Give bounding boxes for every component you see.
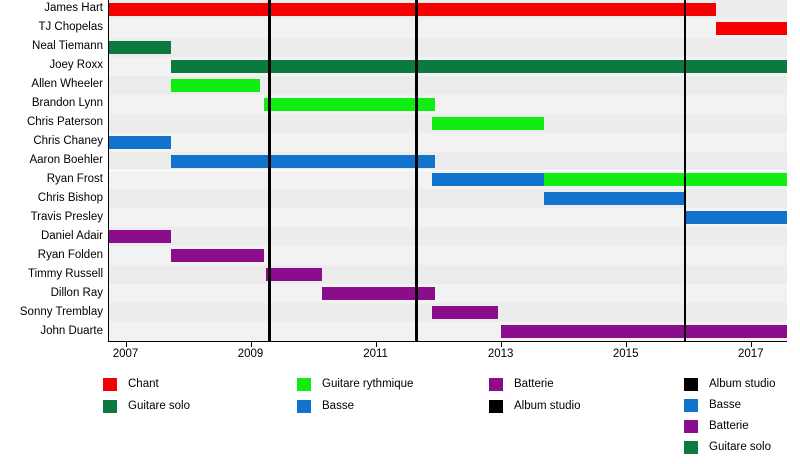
y-axis-label-timmy-russell: Timmy Russell xyxy=(28,267,103,280)
legend-secondary: Album studio Basse Batterie Guitare solo xyxy=(672,378,800,464)
y-axis-label-chris-chaney: Chris Chaney xyxy=(33,135,103,148)
legend-swatch-icon xyxy=(103,400,117,413)
y-axis-label-james-hart: James Hart xyxy=(44,2,103,15)
legend-label: Guitare rythmique xyxy=(322,377,414,390)
legend-swatch-icon xyxy=(684,399,698,412)
legend-label: Album studio xyxy=(709,377,776,390)
legend-label: Chant xyxy=(128,377,159,390)
y-axis-label-ryan-folden: Ryan Folden xyxy=(37,248,103,261)
row-band xyxy=(108,246,787,266)
album-studio-line xyxy=(414,0,418,341)
x-axis-line xyxy=(108,341,787,343)
legend-swatch-icon xyxy=(489,400,503,413)
gantt-bar xyxy=(266,268,323,282)
row-band xyxy=(108,284,787,304)
row-band xyxy=(108,227,787,247)
gantt-bar xyxy=(322,287,435,301)
legend-item: Batterie xyxy=(489,378,554,391)
row-band xyxy=(108,37,787,57)
gantt-bar xyxy=(170,154,435,168)
legend-swatch-icon xyxy=(489,378,503,391)
gantt-bar xyxy=(431,116,545,130)
legend-item: Guitare solo xyxy=(103,400,190,413)
y-axis-label-chris-paterson: Chris Paterson xyxy=(26,116,103,129)
legend-label: Basse xyxy=(709,398,741,411)
x-axis-tick xyxy=(500,341,503,347)
legend-swatch-icon xyxy=(297,378,311,391)
gantt-bar xyxy=(685,211,787,225)
legend-item: Guitare solo xyxy=(684,441,771,454)
x-axis-tick xyxy=(125,341,127,347)
legend-label: Batterie xyxy=(709,419,749,432)
album-studio-line xyxy=(683,0,687,341)
gantt-bar xyxy=(264,97,435,111)
legend-swatch-icon xyxy=(684,378,698,391)
legend-item: Chant xyxy=(103,378,159,391)
gantt-bar xyxy=(500,325,787,339)
y-axis-label-allen-wheeler: Allen Wheeler xyxy=(31,78,103,91)
y-axis-label-dillon-ray: Dillon Ray xyxy=(50,286,103,299)
plot-region xyxy=(108,0,787,341)
legend-swatch-icon xyxy=(103,378,117,391)
row-band xyxy=(108,75,787,95)
album-studio-line xyxy=(268,0,271,341)
row-band xyxy=(108,18,787,38)
legend-swatch-icon xyxy=(684,420,698,433)
x-axis-tick xyxy=(625,341,628,347)
y-axis-label-chris-bishop: Chris Bishop xyxy=(37,191,103,204)
y-axis-label-neal-tiemann: Neal Tiemann xyxy=(32,40,103,53)
x-axis-tick-label: 2009 xyxy=(237,348,264,360)
y-axis-labels: James Hart TJ Chopelas Neal Tiemann Joey Ro… xyxy=(0,0,108,341)
gantt-bar xyxy=(170,78,260,92)
gantt-bar xyxy=(170,59,787,73)
legend-swatch-icon xyxy=(684,441,698,454)
y-axis-label-sonny-tremblay: Sonny Tremblay xyxy=(19,305,103,318)
gantt-bar xyxy=(431,306,498,320)
legend-label: Album studio xyxy=(514,399,581,412)
gantt-bar xyxy=(544,192,686,206)
y-axis-spine xyxy=(108,0,110,341)
gantt-bar xyxy=(108,40,171,54)
x-axis-tick-label: 2011 xyxy=(363,348,388,360)
legend-item: Basse xyxy=(297,400,354,413)
gantt-bar xyxy=(544,173,787,187)
legend-item: Guitare rythmique xyxy=(297,378,413,391)
x-axis-tick xyxy=(750,341,753,347)
x-axis-tick xyxy=(250,341,252,347)
row-band xyxy=(108,208,787,228)
y-axis-label-daniel-adair: Daniel Adair xyxy=(40,229,103,242)
x-axis-tick xyxy=(375,341,377,347)
legend-label: Batterie xyxy=(514,377,554,390)
legend-item: Batterie xyxy=(684,420,749,433)
legend-label: Guitare solo xyxy=(128,399,191,412)
legend-label: Guitare solo xyxy=(709,440,772,453)
x-axis-tick-label: 2015 xyxy=(612,348,639,360)
gantt-bar xyxy=(108,135,171,149)
gantt-bar xyxy=(108,2,717,16)
legend-primary: Chant Guitare solo Guitare rythmique Basse B… xyxy=(0,378,800,426)
y-axis-label-aaron-boehler: Aaron Boehler xyxy=(29,154,103,167)
legend-item: Basse xyxy=(684,399,741,412)
chart-area: James Hart TJ Chopelas Neal Tiemann Joey Ro… xyxy=(0,0,787,360)
legend-item: Album studio xyxy=(684,378,775,391)
gantt-bar xyxy=(170,249,265,263)
y-axis-label-tj-chopelas: TJ Chopelas xyxy=(38,21,103,34)
gantt-bar xyxy=(108,230,171,244)
legend-item: Album studio xyxy=(489,400,580,413)
y-axis-label-joey-roxx: Joey Roxx xyxy=(49,59,103,72)
gantt-bar xyxy=(716,21,787,35)
y-axis-label-travis-presley: Travis Presley xyxy=(30,210,103,223)
gantt-bar xyxy=(431,173,545,187)
y-axis-label-ryan-frost: Ryan Frost xyxy=(46,172,103,185)
y-axis-label-brandon-lynn: Brandon Lynn xyxy=(31,97,103,110)
legend-swatch-icon xyxy=(297,400,311,413)
row-band xyxy=(108,132,787,152)
x-axis-tick-label: 2017 xyxy=(737,348,764,360)
y-axis-label-john-duarte: John Duarte xyxy=(40,324,103,337)
legend-label: Basse xyxy=(322,399,354,412)
x-axis-tick-label: 2013 xyxy=(487,348,514,360)
x-axis-tick-label: 2007 xyxy=(112,348,139,360)
